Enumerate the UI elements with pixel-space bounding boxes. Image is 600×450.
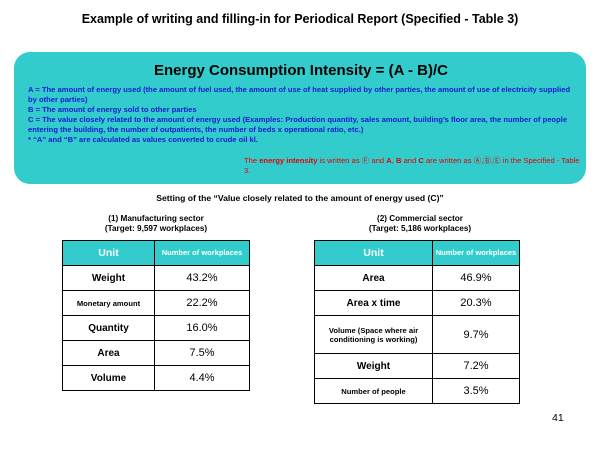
table-row: Area 7.5% <box>62 340 250 366</box>
note-a: A <box>386 156 392 165</box>
formula-box: Energy Consumption Intensity = (A - B)/C… <box>14 52 586 184</box>
note-b: B <box>395 156 402 165</box>
value-cell: 4.4% <box>189 372 215 384</box>
value-cell: 46.9% <box>432 265 520 291</box>
manufacturing-target: (Target: 9,597 workplaces) <box>104 224 208 233</box>
table-row: Volume 4.4% <box>62 365 250 391</box>
value-cell: 3.5% <box>463 385 489 397</box>
note-text: and <box>401 156 419 165</box>
unit-cell: Weight <box>314 353 433 379</box>
value-cell: 7.5% <box>154 340 250 366</box>
table-row: Number of people 3.5% <box>314 378 520 404</box>
unit-cell: Weight <box>62 265 155 291</box>
table-row: Quantity 16.0% <box>62 315 250 341</box>
table-row: Area 46.9% <box>314 265 520 291</box>
value-cell: 43.2% <box>154 265 250 291</box>
note-text: and <box>369 156 387 165</box>
unit-cell: Area x time <box>314 290 433 316</box>
commercial-title: (2) Commercial sector <box>376 214 463 223</box>
note-text: , <box>391 156 396 165</box>
manufacturing-caption: (1) Manufacturing sector (Target: 9,597 … <box>66 214 246 234</box>
manufacturing-title: (1) Manufacturing sector <box>108 214 204 223</box>
commercial-caption: (2) Commercial sector (Target: 5,186 wor… <box>320 214 520 234</box>
definition-a: A = The amount of energy used (the amoun… <box>28 85 571 104</box>
table-header-row: Unit Number of workplaces <box>62 240 250 266</box>
note-keyword: energy intensity <box>259 156 318 165</box>
setting-title: Setting of the “Value closely related to… <box>156 193 444 203</box>
header-count: Number of workplaces <box>154 240 250 266</box>
note-codes: Ⓐ,Ⓑ,Ⓔ <box>473 156 501 165</box>
table-row: Monetary amount 22.2% <box>62 290 250 316</box>
table-row: Area x time 20.3% <box>314 290 520 316</box>
unit-cell: Number of people <box>314 378 433 404</box>
commercial-table: Unit Number of workplaces Area 46.9% Are… <box>314 240 520 404</box>
header-count: Number of workplaces <box>432 240 520 266</box>
header-unit: Unit <box>314 240 433 266</box>
definition-c: C = The value closely related to the amo… <box>28 115 568 134</box>
value-cell: 7.2% <box>432 353 520 379</box>
unit-cell: Monetary amount <box>62 290 155 316</box>
unit-cell: Volume (Space where air conditioning is … <box>314 315 433 354</box>
note-code: Ⓕ <box>361 156 370 165</box>
unit-cell: Area <box>314 265 433 291</box>
value-cell: 16.0% <box>154 315 250 341</box>
note-text: is written as <box>317 156 362 165</box>
header-unit: Unit <box>62 240 155 266</box>
manufacturing-table: Unit Number of workplaces Weight 43.2% M… <box>62 240 250 391</box>
table-row: Weight 43.2% <box>62 265 250 291</box>
definition-b: B = The amount of energy sold to other p… <box>28 105 197 114</box>
table-row: Weight 7.2% <box>314 353 520 379</box>
unit-cell: Area <box>62 340 155 366</box>
table-row: Volume (Space where air conditioning is … <box>314 315 520 354</box>
definition-note: * “A” and “B” are calculated as values c… <box>28 135 259 144</box>
unit-cell: Quantity <box>62 315 155 341</box>
table-header-row: Unit Number of workplaces <box>314 240 520 266</box>
intensity-note: The energy intensity is written as Ⓕ and… <box>244 156 584 176</box>
value-cell: 20.3% <box>432 290 520 316</box>
slide-title: Example of writing and filling-in for Pe… <box>81 12 519 26</box>
page-number: 41 <box>552 412 564 424</box>
value-cell: 9.7% <box>432 315 520 354</box>
note-text: The <box>244 156 260 165</box>
note-text: are written as <box>423 156 474 165</box>
commercial-target: (Target: 5,186 workplaces) <box>368 224 472 233</box>
unit-cell: Volume <box>62 365 155 391</box>
note-c: C <box>418 156 424 165</box>
value-cell: 22.2% <box>154 290 250 316</box>
formula-title: Energy Consumption Intensity = (A - B)/C <box>153 62 449 79</box>
note-text: in the Specified - Table 3. <box>244 156 580 175</box>
